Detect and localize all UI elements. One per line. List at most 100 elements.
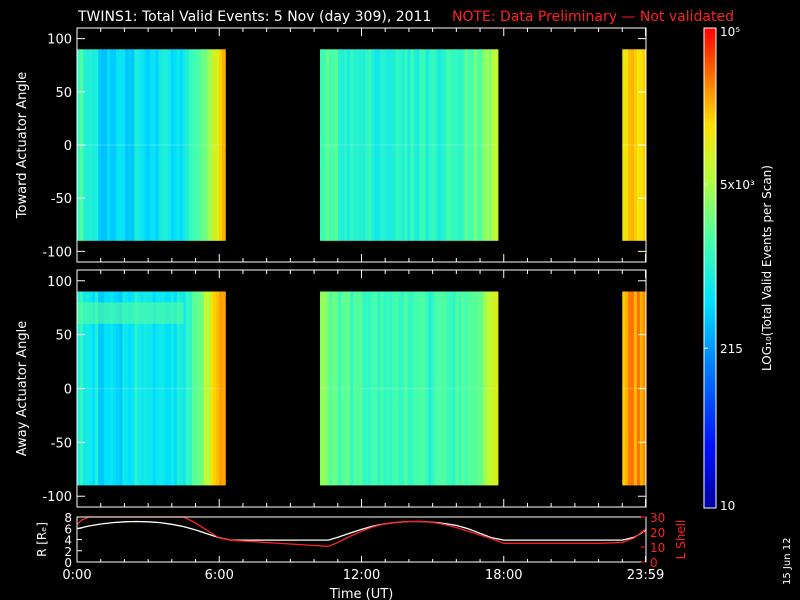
heatmap-cell (86, 49, 90, 241)
heatmap-cell (419, 291, 424, 486)
y-axis-label: R [Rₑ] (35, 522, 49, 557)
heatmap-cell (443, 49, 448, 241)
heatmap-cell (485, 291, 490, 486)
heatmap-cell (389, 291, 393, 486)
heatmap-cell (356, 49, 360, 241)
heatmap-cell (207, 49, 211, 241)
y-right-tick-label: 10 (650, 541, 665, 555)
heatmap-cell (204, 291, 208, 486)
heatmap-cell (107, 49, 111, 241)
heatmap-cell (179, 49, 184, 241)
heatmap-cell (338, 291, 342, 486)
heatmap-cell (110, 291, 114, 486)
heatmap-cell (374, 49, 378, 241)
heatmap-cell (210, 49, 214, 241)
x-tick-label: 12:00 (343, 568, 380, 583)
y-tick-label: 2 (64, 545, 72, 559)
heatmap-cell (467, 291, 472, 486)
heatmap-cell (410, 291, 415, 486)
heatmap-cell (422, 291, 427, 486)
heatmap-cell (164, 49, 169, 241)
heatmap-cell (377, 49, 381, 241)
heatmap-cell (631, 291, 635, 486)
heatmap-cell (386, 49, 390, 241)
y-tick-label: 100 (47, 33, 72, 48)
y-tick-label: -100 (42, 245, 72, 260)
heatmap-cell (395, 49, 399, 241)
heatmap-cell (628, 291, 632, 486)
zero-angle-band (77, 144, 226, 146)
heatmap-cell (104, 291, 108, 486)
heatmap-cell (197, 291, 202, 486)
x-axis-label: Time (UT) (329, 587, 394, 600)
heatmap-cell (344, 291, 348, 486)
heatmap-cell (149, 49, 154, 241)
heatmap-cell (161, 291, 166, 486)
heatmap-cell (401, 49, 405, 241)
heatmap-cell (332, 49, 336, 241)
heatmap-cell (455, 49, 460, 241)
heatmap-cell (194, 49, 199, 241)
y-tick-label: 0 (64, 139, 72, 154)
colorbar-tick-label: 10⁵ (720, 25, 740, 39)
heatmap-cell (368, 291, 372, 486)
heatmap-cell (422, 49, 427, 241)
heatmap-cell (219, 291, 223, 486)
heatmap-cell (407, 49, 412, 241)
colorbar-tick-label: 5x10³ (720, 178, 755, 192)
heatmap-cell (455, 291, 460, 486)
heatmap-cell (488, 49, 493, 241)
heatmap-cell (398, 291, 402, 486)
heatmap-cell (622, 49, 626, 241)
heatmap-cell (461, 49, 466, 241)
heatmap-cell (164, 291, 169, 486)
y-right-tick-label: 30 (650, 511, 665, 525)
heatmap-cell (194, 291, 199, 486)
heatmap-cell (152, 49, 157, 241)
heatmap-cell (128, 49, 133, 241)
heatmap-cell (104, 49, 108, 241)
heatmap-cell (200, 291, 205, 486)
heatmap-cell (125, 291, 129, 486)
heatmap-cell (95, 291, 99, 486)
heatmap-cell (173, 49, 178, 241)
heatmap-cell (98, 291, 102, 486)
high-angle-feature (77, 302, 184, 324)
heatmap-cell (446, 291, 451, 486)
heatmap-cell (479, 291, 484, 486)
heatmap-cell (329, 291, 333, 486)
heatmap-cell (116, 49, 120, 241)
heatmap-cell (320, 49, 324, 241)
heatmap-cell (398, 49, 402, 241)
y-axis-label: Toward Actuator Angle (15, 72, 30, 219)
heatmap-cell (128, 291, 133, 486)
heatmap-cell (362, 291, 366, 486)
heatmap-cell (182, 49, 187, 241)
heatmap-cell (347, 291, 351, 486)
y-tick-label: 100 (47, 275, 72, 290)
heatmap-cell (134, 49, 139, 241)
y-right-tick-label: 20 (650, 526, 665, 540)
data-block (320, 291, 499, 486)
heatmap-cell (119, 291, 123, 486)
data-block (77, 49, 226, 241)
heatmap-cell (431, 49, 436, 241)
heatmap-cell (392, 291, 396, 486)
heatmap-cell (216, 49, 220, 241)
y-tick-label: -50 (51, 436, 72, 451)
heatmap-cell (374, 291, 378, 486)
heatmap-cell (210, 291, 214, 486)
heatmap-cell (146, 291, 151, 486)
heatmap-cell (419, 49, 424, 241)
heatmap-cell (89, 49, 93, 241)
heatmap-cell (395, 291, 399, 486)
heatmap-cell (341, 49, 345, 241)
heatmap-cell (359, 49, 363, 241)
heatmap-cell (137, 49, 142, 241)
colorbar-label: LOG₁₀(Total Valid Events per Scan) (760, 165, 774, 371)
heatmap-cell (383, 291, 387, 486)
heatmap-cell (155, 291, 160, 486)
heatmap-cell (470, 49, 475, 241)
heatmap-cell (143, 49, 148, 241)
